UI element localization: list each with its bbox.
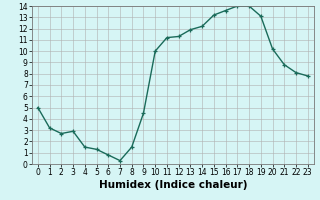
X-axis label: Humidex (Indice chaleur): Humidex (Indice chaleur) — [99, 180, 247, 190]
